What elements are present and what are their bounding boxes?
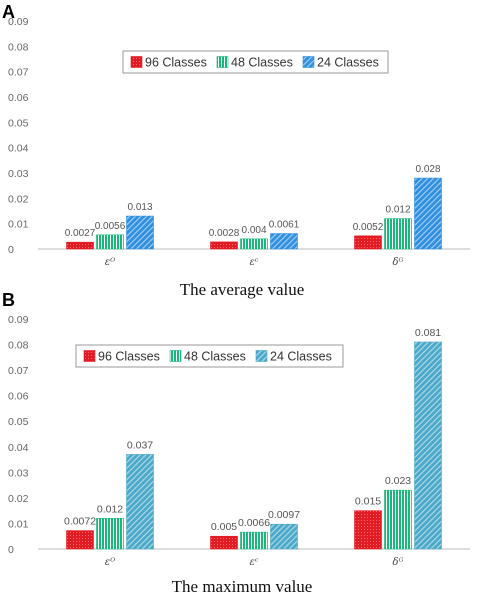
data-label: 0.012 xyxy=(97,503,123,515)
legend-swatch xyxy=(216,56,229,68)
legend-swatch xyxy=(130,56,143,68)
y-tick-label: 0.08 xyxy=(8,41,29,53)
legend-box xyxy=(122,50,389,74)
bar-96-classes-2 xyxy=(354,510,382,550)
legend-label: 24 Classes xyxy=(270,350,332,364)
panel-letter-a: A xyxy=(2,2,15,22)
bar-48-classes-1 xyxy=(240,238,268,250)
category-label: δᴳ xyxy=(392,257,403,268)
chart-a-svg: 0 0.01 0.02 0.03 0.04 0.05 0.06 0.07 0.08 0.09 0.0… xyxy=(8,16,470,268)
bar-48-classes-0 xyxy=(96,234,124,250)
y-tick-label: 0.03 xyxy=(8,467,29,479)
category-label: εᶜ xyxy=(250,257,259,268)
y-tick-label: 0.07 xyxy=(8,365,29,377)
bar-96-classes-2 xyxy=(354,235,382,250)
y-tick-label: 0.01 xyxy=(8,219,29,231)
legend-label: 48 Classes xyxy=(231,56,293,70)
data-label: 0.0097 xyxy=(268,509,300,521)
y-tick-label: 0.09 xyxy=(8,314,29,326)
data-label: 0.0066 xyxy=(238,517,270,529)
chart-b-svg: 0 0.01 0.02 0.03 0.04 0.05 0.06 0.07 0.08 0.09 0.0… xyxy=(8,314,470,568)
bar-24-classes-0 xyxy=(126,454,154,550)
data-label: 0.0056 xyxy=(95,221,126,232)
bar-48-classes-1 xyxy=(240,531,268,550)
y-tick-label: 0.09 xyxy=(8,16,29,28)
data-label: 0.004 xyxy=(241,225,266,236)
bar-24-classes-1 xyxy=(270,233,298,250)
y-tick-label: 0.04 xyxy=(8,442,29,454)
category-label: εᶜ xyxy=(250,557,259,568)
panel-a: A 0 0.01 0.02 0.03 0.04 0.05 0.06 0.07 0.08 0.09 0… xyxy=(2,2,470,299)
bar-24-classes-2 xyxy=(414,177,442,250)
category-label: δᴳ xyxy=(392,557,403,568)
bar-48-classes-2 xyxy=(384,218,412,250)
data-label: 0.023 xyxy=(385,475,411,487)
data-label: 0.012 xyxy=(385,205,410,216)
data-label: 0.015 xyxy=(355,496,381,508)
data-label: 0.0061 xyxy=(269,220,300,231)
y-tick-label: 0.05 xyxy=(8,416,29,428)
panel-letter-b: B xyxy=(2,290,15,310)
legend-label: 96 Classes xyxy=(98,350,160,364)
legend-swatch xyxy=(302,56,315,68)
legend-label: 48 Classes xyxy=(184,350,246,364)
data-label: 0.013 xyxy=(127,202,152,213)
bar-96-classes-1 xyxy=(210,535,238,550)
y-tick-label: 0.08 xyxy=(8,340,29,352)
data-label: 0.0072 xyxy=(64,516,96,528)
data-label: 0.0052 xyxy=(353,222,384,233)
legend-swatch xyxy=(83,350,96,362)
y-tick-label: 0.02 xyxy=(8,493,29,505)
data-label: 0.0028 xyxy=(209,228,240,239)
y-tick-label: 0.03 xyxy=(8,168,29,180)
data-label: 0.081 xyxy=(415,327,441,339)
legend-swatch xyxy=(169,350,182,362)
legend-box xyxy=(75,344,344,368)
data-label: 0.0027 xyxy=(65,228,96,239)
data-label: 0.028 xyxy=(415,164,440,175)
chart-b-caption: The maximum value xyxy=(171,577,313,596)
bar-48-classes-0 xyxy=(96,518,124,550)
y-tick-label: 0 xyxy=(8,544,14,556)
bar-96-classes-0 xyxy=(66,530,94,550)
legend-label: 96 Classes xyxy=(145,56,207,70)
y-tick-label: 0.07 xyxy=(8,67,29,79)
legend-swatch xyxy=(255,350,268,362)
y-tick-label: 0.05 xyxy=(8,117,29,129)
bar-48-classes-2 xyxy=(384,489,412,550)
y-tick-label: 0 xyxy=(8,244,14,256)
data-label: 0.005 xyxy=(211,521,237,533)
bar-96-classes-0 xyxy=(66,241,94,250)
bar-24-classes-2 xyxy=(414,341,442,550)
bar-96-classes-1 xyxy=(210,241,238,250)
panel-b: B 0 0.01 0.02 0.03 0.04 0.05 0.06 0.07 0.08 0.09 0… xyxy=(0,290,484,597)
category-label: εᴼ xyxy=(105,557,116,568)
data-label: 0.037 xyxy=(127,439,153,451)
bar-24-classes-1 xyxy=(270,523,298,550)
y-tick-label: 0.02 xyxy=(8,193,29,205)
y-tick-label: 0.04 xyxy=(8,143,29,155)
category-label: εᴼ xyxy=(105,257,116,268)
bar-24-classes-0 xyxy=(126,215,154,250)
y-tick-label: 0.06 xyxy=(8,391,29,403)
y-tick-label: 0.01 xyxy=(8,518,29,530)
y-tick-label: 0.06 xyxy=(8,92,29,104)
legend-label: 24 Classes xyxy=(317,56,379,70)
chart-a-caption: The average value xyxy=(179,280,305,299)
